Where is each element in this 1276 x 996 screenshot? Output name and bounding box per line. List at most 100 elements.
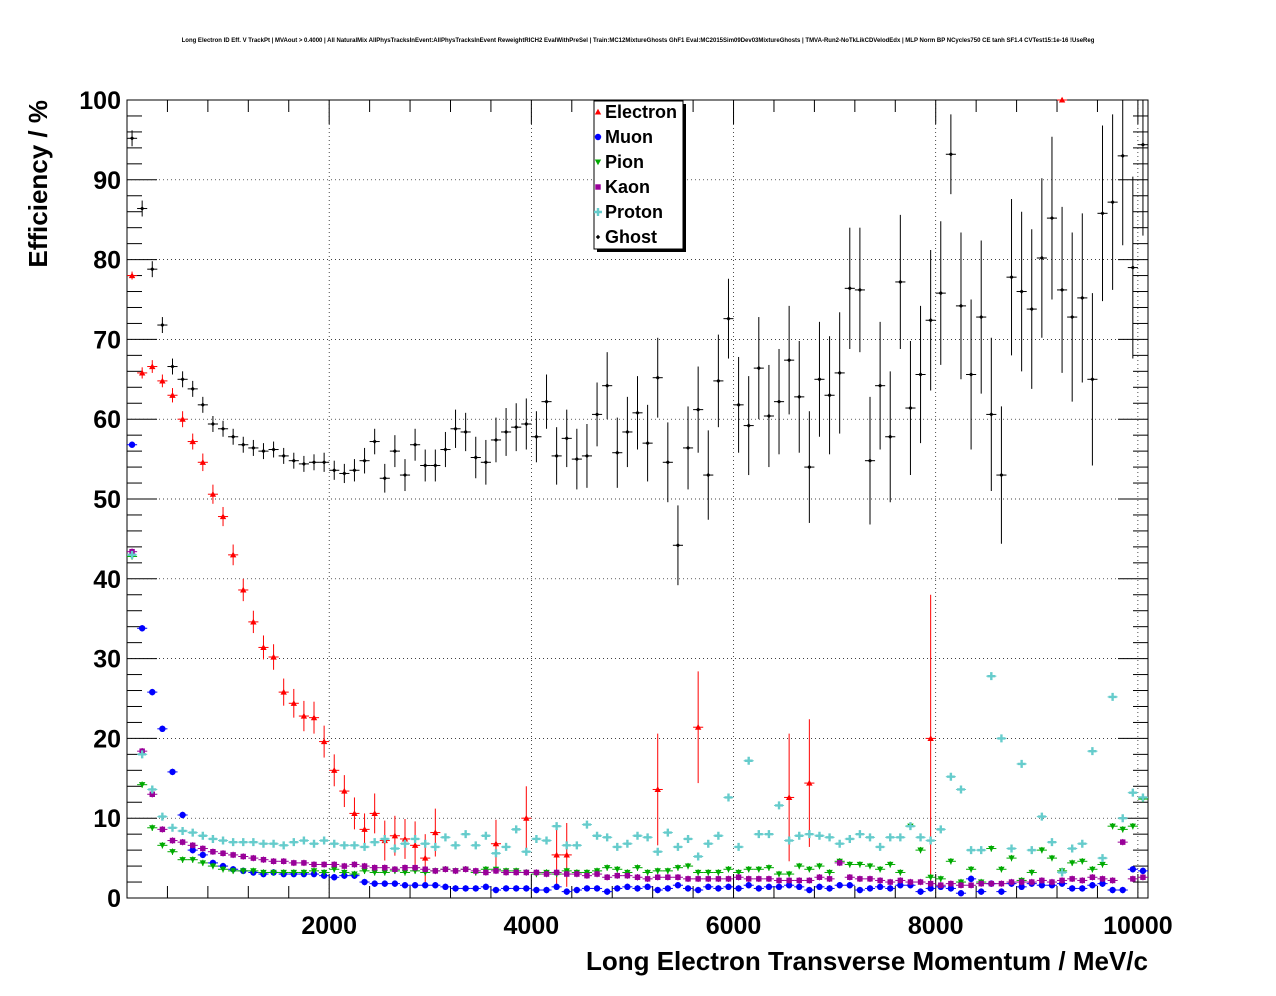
y-tick-label: 70 bbox=[93, 326, 121, 354]
data-point bbox=[440, 883, 451, 891]
data-point bbox=[531, 411, 542, 463]
data-point bbox=[844, 227, 855, 349]
point-marker bbox=[856, 886, 864, 894]
point-marker bbox=[756, 365, 762, 371]
data-point bbox=[127, 130, 138, 147]
point-marker bbox=[1120, 839, 1126, 845]
data-point bbox=[349, 870, 360, 878]
y-tick-label: 20 bbox=[93, 725, 121, 753]
point-marker bbox=[907, 879, 914, 885]
data-point bbox=[238, 853, 249, 860]
legend-entry-muon: Muon bbox=[594, 127, 653, 147]
point-marker bbox=[807, 464, 812, 470]
point-marker bbox=[229, 551, 237, 558]
point-marker bbox=[149, 791, 155, 797]
data-point bbox=[511, 885, 522, 892]
data-point bbox=[379, 463, 390, 493]
point-marker bbox=[138, 625, 146, 632]
data-point bbox=[743, 866, 754, 873]
data-point bbox=[773, 883, 785, 891]
legend-entry-kaon: Kaon bbox=[595, 177, 650, 197]
point-marker bbox=[432, 829, 439, 836]
data-point bbox=[602, 864, 613, 871]
data-point bbox=[592, 382, 603, 447]
point-marker bbox=[432, 868, 439, 874]
data-point bbox=[319, 452, 330, 472]
point-marker bbox=[877, 877, 883, 884]
point-marker bbox=[766, 876, 772, 882]
series-kaon bbox=[127, 548, 1148, 889]
point-marker bbox=[1128, 788, 1137, 797]
point-marker bbox=[968, 882, 974, 888]
data-point bbox=[228, 428, 239, 445]
point-marker bbox=[1129, 866, 1137, 873]
point-marker bbox=[857, 876, 863, 882]
x-tick-label: 4000 bbox=[504, 912, 560, 940]
point-marker bbox=[441, 833, 450, 842]
y-tick-label: 80 bbox=[93, 247, 121, 275]
data-point bbox=[895, 877, 906, 884]
point-marker bbox=[957, 890, 965, 897]
point-marker bbox=[826, 876, 833, 882]
point-marker bbox=[554, 453, 559, 459]
point-marker bbox=[381, 869, 388, 876]
data-point bbox=[217, 866, 229, 873]
data-point bbox=[602, 833, 613, 842]
data-point bbox=[713, 334, 724, 428]
data-point bbox=[561, 888, 572, 895]
point-marker bbox=[543, 871, 550, 877]
point-marker bbox=[775, 801, 784, 810]
point-marker bbox=[1119, 826, 1126, 833]
y-tick-label: 100 bbox=[79, 87, 121, 115]
point-marker bbox=[1038, 847, 1046, 854]
point-marker bbox=[473, 868, 479, 874]
point-marker bbox=[806, 877, 813, 884]
data-point bbox=[258, 869, 269, 876]
data-point bbox=[288, 688, 299, 718]
data-point bbox=[784, 870, 795, 878]
data-point bbox=[430, 882, 441, 889]
data-point bbox=[1077, 877, 1088, 884]
legend-marker bbox=[594, 159, 602, 166]
data-point bbox=[258, 443, 269, 460]
point-marker bbox=[785, 871, 793, 878]
point-marker bbox=[270, 869, 277, 876]
point-marker bbox=[391, 880, 399, 887]
data-point bbox=[703, 883, 714, 891]
point-marker bbox=[402, 864, 408, 871]
data-point bbox=[329, 861, 340, 868]
point-marker bbox=[361, 863, 368, 869]
point-marker bbox=[462, 885, 469, 892]
point-marker bbox=[866, 863, 874, 870]
point-marker bbox=[190, 386, 195, 392]
point-marker bbox=[301, 860, 307, 866]
point-marker bbox=[998, 888, 1005, 895]
point-marker bbox=[916, 833, 925, 842]
point-marker bbox=[1098, 854, 1107, 863]
point-marker bbox=[927, 885, 934, 892]
data-point bbox=[672, 874, 683, 881]
point-marker bbox=[301, 461, 307, 467]
data-point bbox=[854, 886, 865, 894]
point-marker bbox=[744, 756, 753, 765]
point-marker bbox=[825, 833, 834, 842]
point-marker bbox=[1109, 877, 1116, 884]
data-point bbox=[410, 882, 421, 889]
data-point bbox=[784, 877, 795, 884]
data-point bbox=[682, 875, 694, 883]
data-point bbox=[288, 869, 299, 876]
point-marker bbox=[1019, 289, 1024, 294]
data-point bbox=[207, 848, 218, 855]
data-point bbox=[319, 836, 330, 845]
point-marker bbox=[715, 876, 722, 882]
data-point bbox=[248, 854, 259, 862]
data-point bbox=[359, 878, 370, 886]
data-point bbox=[824, 833, 835, 842]
data-point bbox=[440, 866, 451, 873]
point-marker bbox=[927, 880, 934, 887]
point-marker bbox=[229, 868, 237, 875]
point-marker bbox=[189, 857, 196, 863]
point-marker bbox=[786, 877, 792, 884]
data-point bbox=[187, 842, 198, 849]
point-marker bbox=[594, 412, 600, 417]
